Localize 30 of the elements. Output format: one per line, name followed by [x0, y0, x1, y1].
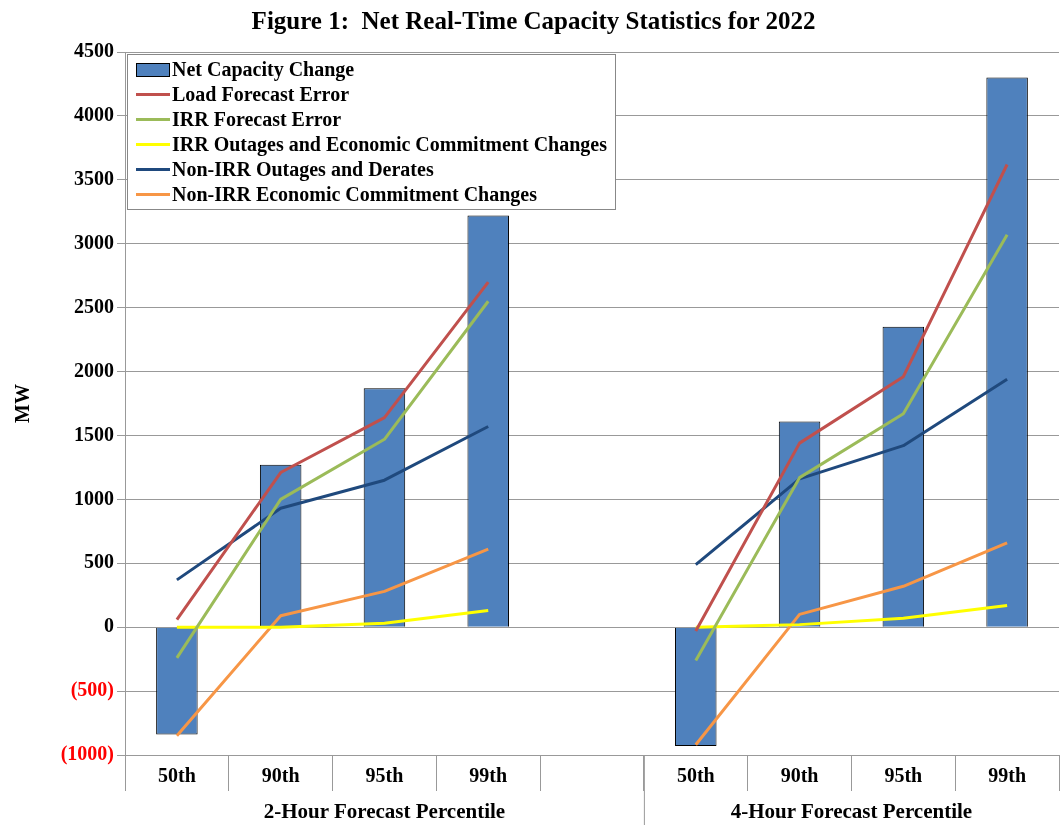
x-tick-label: 95th [365, 764, 404, 787]
x-tick-label: 99th [469, 764, 508, 787]
legend-label: Non-IRR Outages and Derates [172, 157, 434, 182]
y-tick-label: 500 [84, 550, 114, 573]
y-tick-label: 0 [104, 614, 114, 637]
x-tick-label: 95th [884, 764, 923, 787]
y-tick-label: 4500 [74, 39, 114, 62]
x-tick-label: 99th [988, 764, 1027, 787]
y-axis-title: MW [11, 384, 34, 423]
legend-label: Net Capacity Change [172, 57, 355, 82]
x-tick-label: 50th [157, 764, 196, 787]
y-tick-label: (500) [70, 678, 114, 702]
y-tick-label: 3000 [74, 230, 114, 253]
legend-label: Non-IRR Economic Commitment Changes [172, 182, 537, 207]
y-tick-label: 3500 [74, 166, 114, 189]
text: 2-Hour Forecast Percentile [263, 799, 506, 824]
y-tick-label: (1000) [60, 742, 114, 766]
y-tick-label: 2500 [74, 294, 114, 317]
legend-label: Load Forecast Error [172, 82, 350, 107]
chart-title: Figure 1: Net Real-Time Capacity Statistics for 2022 [251, 7, 816, 35]
x-tick-label: 50th [676, 764, 715, 787]
legend-label: IRR Forecast Error [172, 107, 342, 132]
legend-label: IRR Outages and Economic Commitment Changes [172, 132, 607, 157]
x-tick-label: 90th [261, 764, 300, 787]
x-tick-label: 90th [780, 764, 819, 787]
y-tick-label: 4000 [74, 103, 114, 126]
text: 4-Hour Forecast Percentile [730, 799, 973, 824]
y-tick-label: 1500 [74, 422, 114, 445]
y-tick-label: 1000 [74, 486, 114, 509]
y-tick-label: 2000 [74, 358, 114, 381]
